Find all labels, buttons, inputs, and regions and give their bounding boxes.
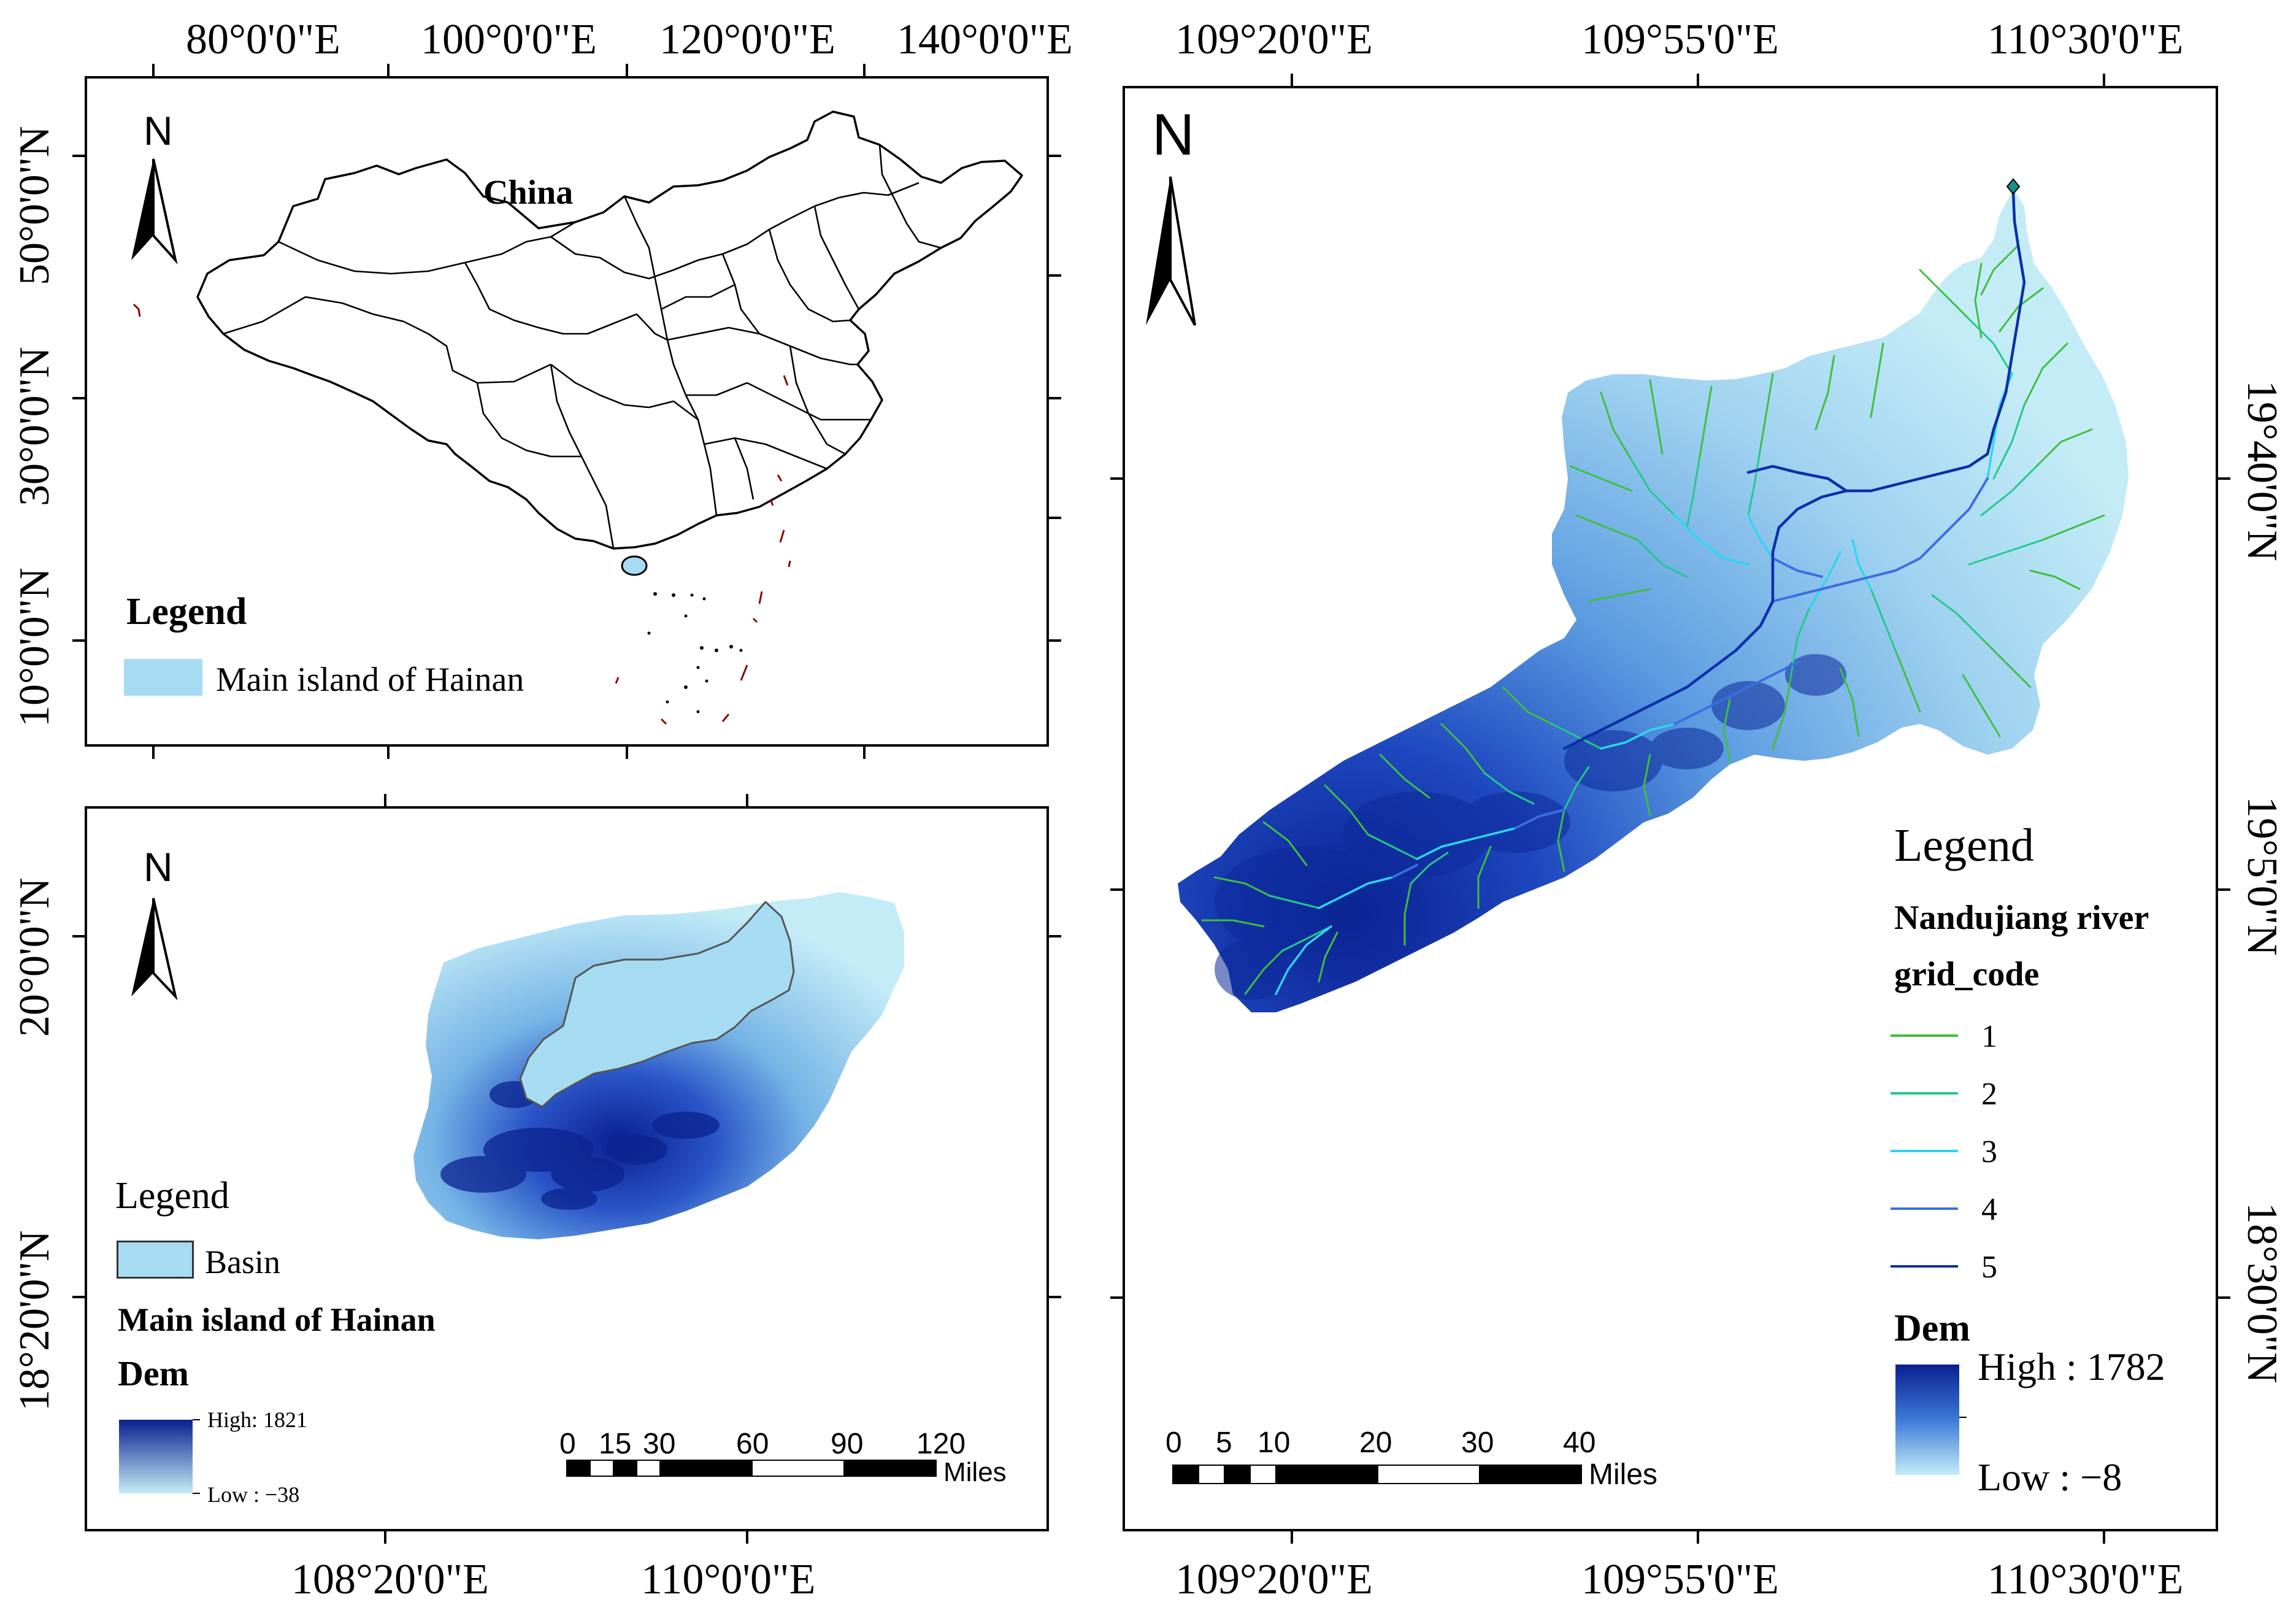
basin-legend-title: Legend — [1894, 820, 2034, 871]
basin-scale-number: 10 — [1257, 1426, 1291, 1459]
basin-map-frame: N Legend Nandujiang river grid_code 1 2 … — [1110, 74, 2230, 1544]
hainan-scale-number: 90 — [831, 1428, 864, 1460]
hainan-legend-title: Legend — [115, 1175, 229, 1217]
hainan-dem-label: Dem — [118, 1353, 189, 1393]
hainan-scale-number: 30 — [643, 1428, 676, 1460]
china-legend-item: Main island of Hainan — [216, 661, 524, 699]
china-legend-swatch — [124, 659, 202, 696]
china-map — [72, 64, 1061, 759]
china-top-tick: 120°0'0"E — [659, 16, 835, 63]
china-left-tick: 10°0'0"N — [11, 568, 58, 727]
hainan-island-label: Main island of Hainan — [118, 1301, 436, 1338]
basin-top-tick: 109°20'0"E — [1175, 16, 1373, 63]
china-country-label: China — [483, 174, 574, 212]
hainan-scale-number: 0 — [559, 1428, 576, 1460]
hainan-bottom-tick: 108°20'0"E — [291, 1556, 489, 1603]
hainan-scale-number: 120 — [916, 1428, 966, 1460]
hainan-island — [621, 555, 648, 576]
basin-dem-label: Dem — [1894, 1307, 1970, 1349]
hainan-map — [72, 794, 1061, 1544]
basin-scale-bar — [1172, 1465, 1582, 1484]
basin-dem-low: Low : −8 — [1978, 1455, 2122, 1499]
basin-grid-code-title: grid_code — [1894, 955, 2040, 993]
china-map-frame: N China Legend Main island of Hainan — [72, 64, 1061, 759]
basin-top-tick: 109°55'0"E — [1581, 16, 1779, 63]
basin-right-tick: 18°30'0"N — [2238, 1203, 2286, 1384]
basin-scale-unit: Miles — [1589, 1458, 1658, 1491]
china-top-tick: 80°0'0"E — [186, 16, 340, 63]
grid-code-label: 5 — [1981, 1250, 1997, 1285]
china-legend-title: Legend — [126, 591, 247, 633]
basin-north-label: N — [1152, 102, 1195, 167]
basin-scale-number: 20 — [1359, 1426, 1392, 1459]
hainan-bottom-tick: 110°0'0"E — [641, 1556, 816, 1603]
basin-outlet-marker — [2006, 178, 2021, 195]
basin-scale-number: 5 — [1216, 1426, 1232, 1459]
china-north-label: N — [144, 108, 173, 153]
hainan-dem-high: High: 1821 — [207, 1407, 308, 1432]
river-network — [1201, 190, 2105, 995]
grid-code-label: 1 — [1981, 1019, 1997, 1054]
basin-scale-number: 0 — [1165, 1426, 1182, 1459]
hainan-basin — [519, 901, 795, 1108]
grid-code-lines — [1891, 1034, 1958, 1268]
basin-dem-high: High : 1782 — [1978, 1345, 2165, 1388]
china-left-tick: 50°0'0"N — [11, 126, 58, 285]
china-left-tick: 30°0'0"N — [11, 347, 58, 506]
hainan-dem-ramp — [119, 1420, 193, 1493]
grid-code-label: 3 — [1981, 1134, 1997, 1169]
hainan-basin-swatch — [117, 1241, 194, 1279]
basin-map — [1110, 74, 2230, 1544]
hainan-basin-label: Basin — [205, 1244, 281, 1280]
china-north-arrow — [131, 158, 178, 264]
basin-top-tick: 110°30'0"E — [1987, 16, 2184, 63]
basin-north-arrow — [1146, 176, 1196, 326]
hainan-scale-unit: Miles — [943, 1457, 1007, 1487]
grid-code-label: 4 — [1981, 1192, 1997, 1227]
grid-code-label: 2 — [1981, 1077, 1997, 1112]
basin-dem-ramp — [1895, 1365, 1959, 1475]
hainan-left-tick: 20°0'0"N — [11, 877, 58, 1037]
basin-bottom-tick: 109°55'0"E — [1581, 1556, 1779, 1603]
china-outline — [196, 110, 1023, 550]
basin-right-tick: 19°5'0"N — [2238, 796, 2286, 956]
hainan-left-tick: 18°20'0"N — [11, 1230, 58, 1411]
hainan-dem-low: Low : −38 — [207, 1482, 300, 1507]
hainan-scale-number: 15 — [599, 1428, 632, 1460]
basin-scale-number: 30 — [1461, 1426, 1494, 1459]
basin-bottom-tick: 109°20'0"E — [1175, 1556, 1373, 1603]
hainan-map-frame: N Legend Basin Main island of Hainan Dem… — [72, 794, 1061, 1544]
hainan-scale-bar — [566, 1460, 937, 1477]
hainan-north-label: N — [144, 844, 173, 890]
hainan-north-arrow — [131, 898, 178, 1001]
basin-river-title: Nandujiang river — [1894, 899, 2149, 937]
basin-bottom-tick: 110°30'0"E — [1987, 1556, 2184, 1603]
china-top-tick: 100°0'0"E — [421, 16, 597, 63]
basin-scale-number: 40 — [1563, 1426, 1596, 1459]
basin-right-tick: 19°40'0"N — [2238, 380, 2286, 561]
hainan-scale-number: 60 — [736, 1428, 769, 1460]
china-top-tick: 140°0'0"E — [897, 16, 1073, 63]
